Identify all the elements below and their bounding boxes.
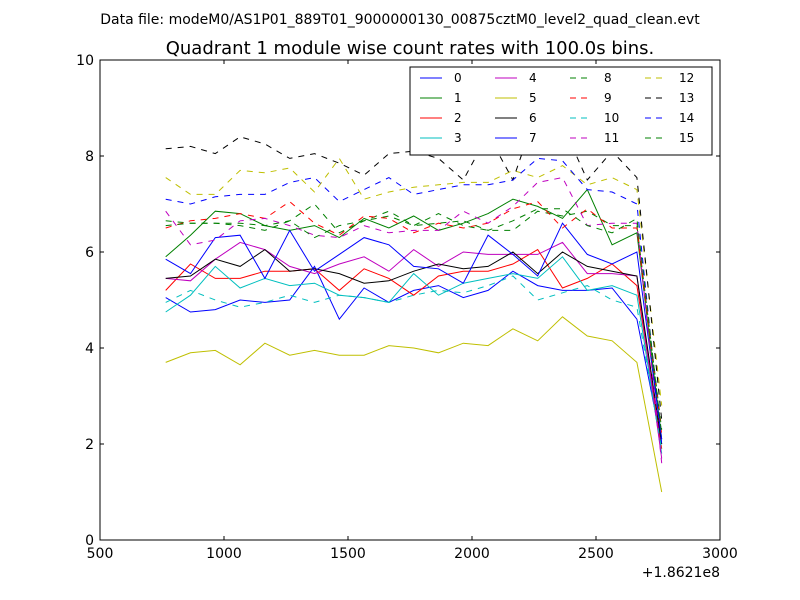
x-tick-label: 3000 <box>702 546 738 562</box>
series-line-9 <box>165 200 663 435</box>
legend-label-7: 7 <box>529 131 537 145</box>
series-line-5 <box>165 316 663 493</box>
y-tick-label: 10 <box>76 53 94 69</box>
series-line-10 <box>165 275 663 449</box>
x-tick-label: 1000 <box>206 546 242 562</box>
legend-label-10: 10 <box>604 111 619 125</box>
legend-label-8: 8 <box>604 71 612 85</box>
x-tick-label: 2000 <box>454 546 490 562</box>
legend-label-0: 0 <box>454 71 462 85</box>
legend-label-12: 12 <box>679 71 694 85</box>
legend-label-6: 6 <box>529 111 537 125</box>
series-line-12 <box>165 157 663 406</box>
y-tick-label: 2 <box>85 437 94 453</box>
series-line-2 <box>165 248 663 449</box>
y-tick-label: 4 <box>85 341 94 357</box>
x-offset-label: +1.8621e8 <box>642 565 720 581</box>
legend-label-15: 15 <box>679 131 694 145</box>
legend-label-5: 5 <box>529 91 537 105</box>
x-tick-label: 2500 <box>578 546 614 562</box>
series-line-14 <box>165 157 663 445</box>
series-line-15 <box>165 208 663 435</box>
series-line-7 <box>165 222 663 440</box>
y-tick-label: 6 <box>85 245 94 261</box>
legend-box <box>409 66 713 156</box>
series-line-0 <box>165 265 663 445</box>
legend-label-14: 14 <box>679 111 694 125</box>
plot-frame <box>99 59 721 541</box>
y-tick-label: 8 <box>85 149 94 165</box>
series-line-6 <box>165 248 663 445</box>
legend-label-4: 4 <box>529 71 537 85</box>
series-line-4 <box>165 241 663 459</box>
series-line-13 <box>165 107 663 421</box>
legend-label-3: 3 <box>454 131 462 145</box>
legend-label-13: 13 <box>679 91 694 105</box>
chart-suptitle: Data file: modeM0/AS1P01_889T01_90000001… <box>100 12 700 28</box>
y-tick-label: 0 <box>85 533 94 549</box>
legend-label-9: 9 <box>604 91 612 105</box>
x-tick-label: 1500 <box>330 546 366 562</box>
legend-label-1: 1 <box>454 91 462 105</box>
legend-label-2: 2 <box>454 111 462 125</box>
chart-title: Quadrant 1 module wise count rates with … <box>166 38 655 59</box>
series-line-11 <box>165 177 663 464</box>
legend-label-11: 11 <box>604 131 619 145</box>
series-line-1 <box>165 188 663 440</box>
x-tick-label: 500 <box>87 546 114 562</box>
series-line-8 <box>165 203 663 430</box>
series-layer <box>165 107 663 493</box>
series-line-3 <box>165 256 663 454</box>
